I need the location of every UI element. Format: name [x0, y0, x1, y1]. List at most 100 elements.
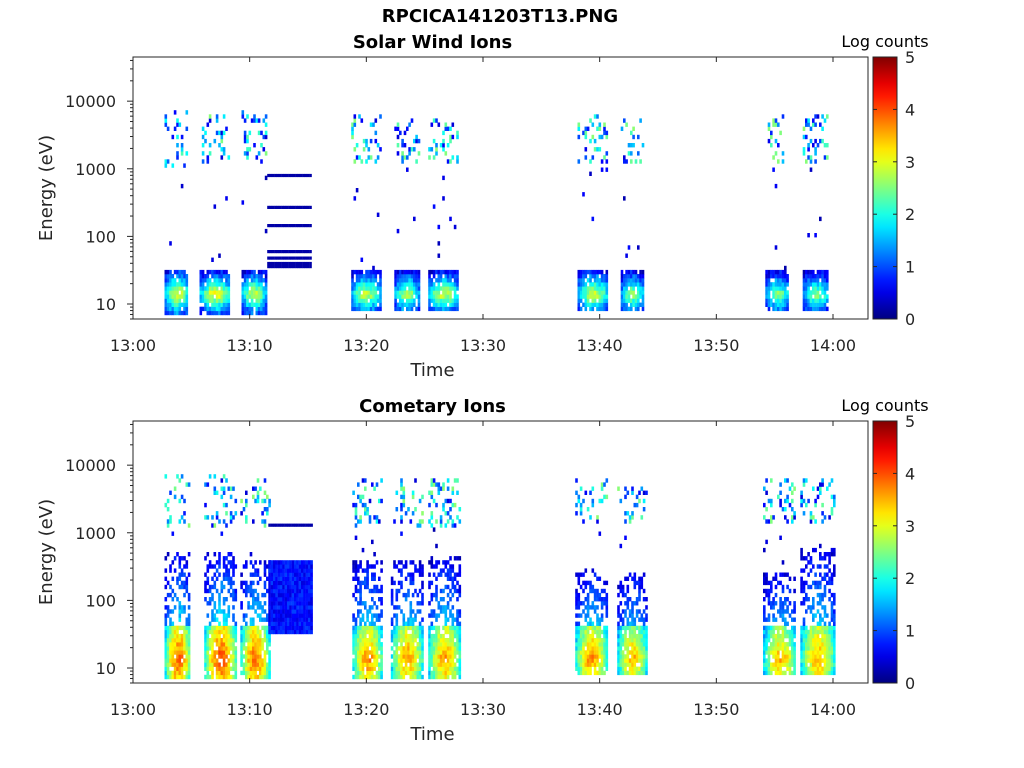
spectrogram-cell	[435, 151, 438, 156]
spectrogram-cell	[582, 572, 585, 577]
spectrogram-cell	[816, 666, 820, 671]
spectrogram-cell	[586, 298, 590, 303]
spectrogram-cell	[254, 633, 257, 639]
spectrogram-cell	[819, 294, 822, 299]
spectrogram-cell	[800, 642, 803, 647]
spectrogram-cell	[772, 646, 775, 651]
mode-block-cell	[282, 560, 285, 565]
spectrogram-cell	[232, 658, 235, 663]
spectrogram-cell	[396, 228, 400, 234]
spectrogram-cell	[577, 122, 581, 127]
mode-block-cell	[268, 584, 271, 590]
mode-block-cell	[301, 597, 304, 602]
spectrogram-cell	[584, 274, 588, 279]
spectrogram-cell	[582, 290, 585, 295]
spectrogram-cell	[417, 290, 421, 295]
spectrogram-cell	[603, 642, 606, 647]
spectrogram-cell	[252, 580, 255, 586]
spectrogram-cell	[164, 302, 168, 307]
spectrogram-cell	[176, 282, 179, 287]
spectrogram-cell	[456, 633, 459, 639]
spectrogram-cell	[417, 286, 421, 291]
spectrogram-cell	[178, 274, 182, 279]
spectrogram-cell	[171, 638, 175, 643]
spectrogram-cell	[354, 576, 358, 581]
mode-line-cell	[269, 224, 273, 228]
colorbar-tick-label: 4	[905, 464, 915, 483]
mode-block-cell	[282, 576, 285, 581]
colorbar-gradient	[872, 56, 898, 320]
spectrogram-cell	[456, 617, 459, 622]
spectrogram-cell	[222, 674, 226, 680]
spectrogram-cell	[404, 625, 408, 631]
spectrogram-cell	[786, 478, 789, 483]
spectrogram-cell	[353, 302, 357, 307]
spectrogram-cell	[456, 646, 459, 651]
spectrogram-cell	[786, 282, 789, 287]
mode-block-cell	[303, 572, 306, 577]
spectrogram-cell	[401, 143, 404, 148]
spectrogram-cell	[828, 666, 831, 671]
spectrogram-cell	[364, 654, 367, 659]
spectrogram-cell	[442, 597, 445, 602]
spectrogram-cell	[227, 609, 231, 614]
spectrogram-cell	[770, 601, 773, 606]
spectrogram-cell	[406, 282, 409, 287]
spectrogram-cell	[826, 670, 829, 676]
mode-line-cell	[269, 173, 273, 178]
spectrogram-cell	[357, 519, 360, 524]
mode-line-cell	[271, 173, 275, 178]
spectrogram-cell	[807, 605, 810, 610]
spectrogram-cell	[579, 511, 583, 516]
spectrogram-cell	[166, 290, 170, 295]
spectrogram-cell	[220, 625, 224, 631]
spectrogram-cell	[589, 171, 592, 176]
spectrogram-cell	[371, 597, 374, 602]
mode-block-cell	[308, 609, 311, 614]
mode-block-cell	[268, 576, 271, 581]
spectrogram-cell	[767, 629, 771, 635]
spectrogram-cell	[260, 278, 263, 283]
spectrogram-cell	[180, 580, 184, 586]
spectrogram-cell	[414, 650, 417, 655]
spectrogram-cell	[619, 658, 623, 663]
spectrogram-cell	[352, 642, 355, 647]
spectrogram-cell	[645, 670, 648, 676]
spectrogram-cell	[584, 286, 588, 291]
spectrogram-cell	[623, 278, 626, 283]
spectrogram-cell	[603, 122, 606, 127]
spectrogram-cell	[456, 306, 459, 312]
spectrogram-cell	[451, 658, 455, 663]
spectrogram-cell	[354, 597, 358, 602]
spectrogram-cell	[781, 617, 785, 622]
spectrogram-cell	[380, 670, 383, 676]
spectrogram-cell	[779, 597, 782, 602]
spectrogram-cell	[407, 507, 410, 512]
spectrogram-cell	[411, 654, 415, 659]
spectrogram-cell	[241, 290, 245, 295]
spectrogram-cell	[242, 670, 246, 676]
spectrogram-cell	[765, 282, 768, 287]
spectrogram-cell	[633, 642, 637, 647]
spectrogram-cell	[812, 278, 815, 283]
spectrogram-cell	[222, 282, 226, 287]
spectrogram-cell	[254, 498, 257, 504]
spectrogram-cell	[451, 286, 455, 291]
spectrogram-cell	[358, 155, 361, 160]
spectrogram-cell	[222, 617, 226, 622]
spectrogram-cell	[262, 306, 266, 312]
spectrogram-cell	[245, 588, 248, 594]
spectrogram-cell	[390, 588, 394, 594]
spectrogram-cell	[397, 654, 401, 659]
spectrogram-cell	[625, 302, 628, 307]
spectrogram-cell	[173, 269, 177, 275]
spectrogram-cell	[354, 642, 358, 647]
spectrogram-cell	[631, 576, 634, 581]
spectrogram-cell	[788, 576, 792, 581]
mode-block-cell	[310, 625, 313, 631]
spectrogram-cell	[435, 502, 438, 508]
spectrogram-cell	[631, 638, 634, 643]
spectrogram-cell	[830, 605, 834, 610]
spectrogram-cell	[351, 278, 354, 283]
spectrogram-cell	[593, 629, 597, 635]
